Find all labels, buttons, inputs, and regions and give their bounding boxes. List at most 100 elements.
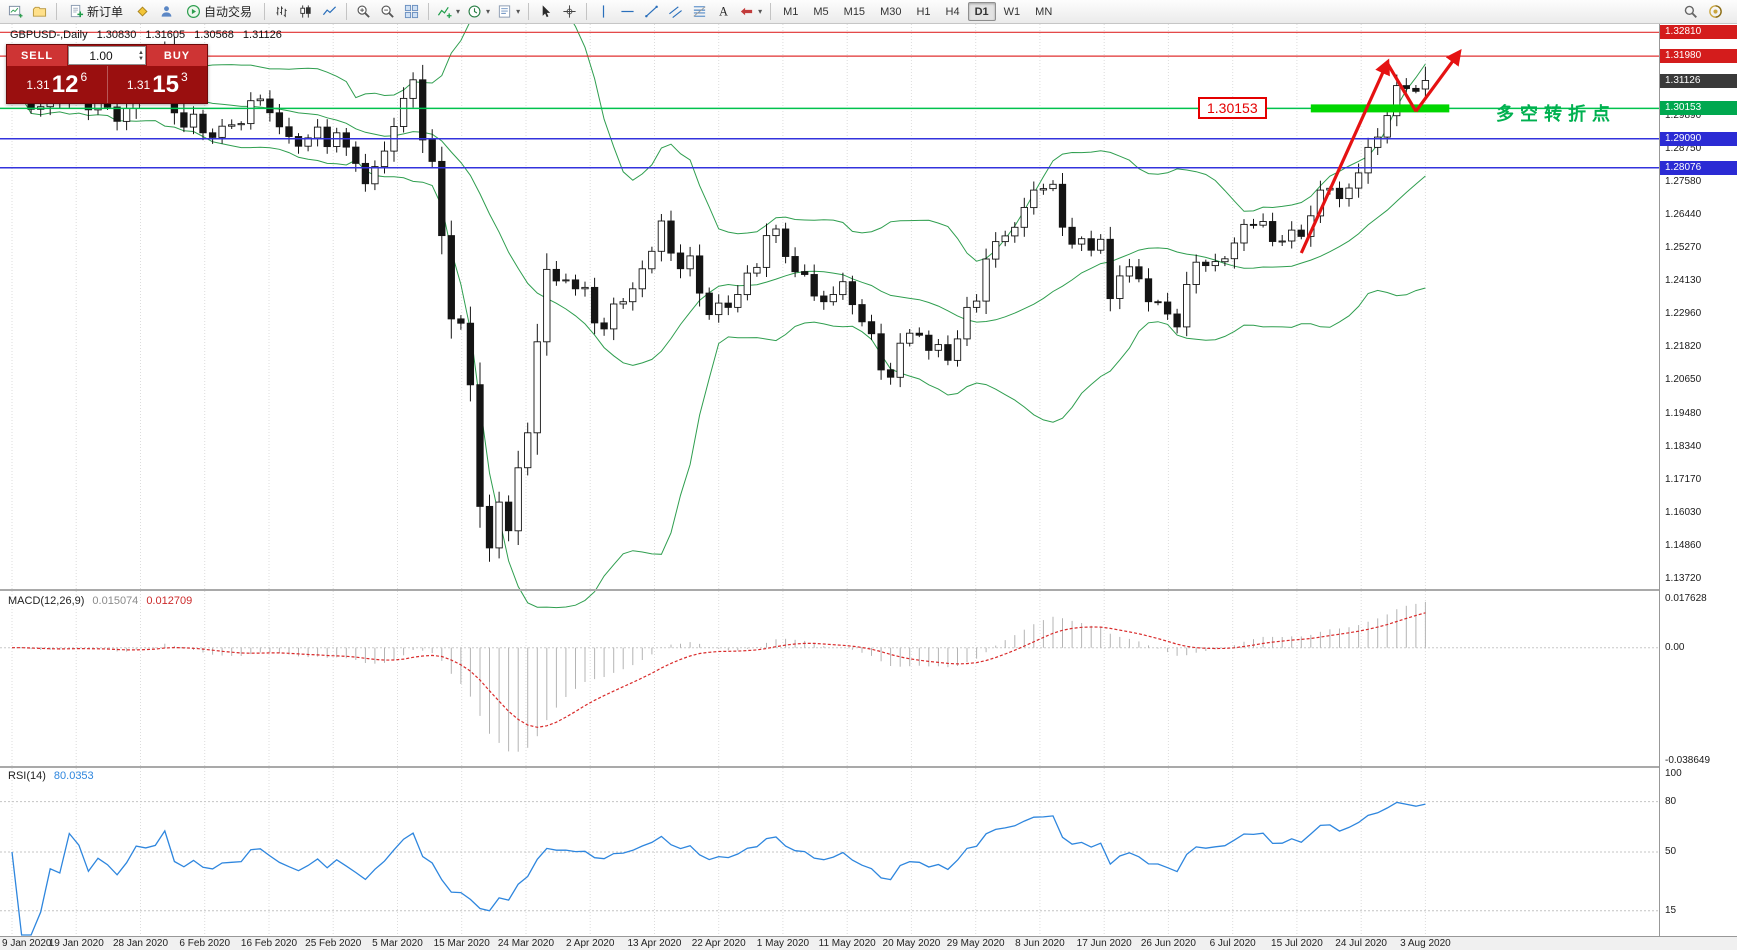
- arrows-icon: [740, 7, 753, 16]
- price-axis-tick: 1.22960: [1665, 308, 1702, 320]
- toolbar-templates[interactable]: ▾: [494, 1, 523, 22]
- toolbar-metaeditor[interactable]: [131, 1, 154, 22]
- toolbar-new-order[interactable]: 新订单: [62, 1, 130, 22]
- chevron-down-icon[interactable]: ▾: [456, 7, 461, 16]
- toolbar-arrows-tool[interactable]: ▾: [736, 1, 765, 22]
- buy-price-pips: 15: [152, 70, 179, 98]
- toolbar-periods[interactable]: ▾: [464, 1, 493, 22]
- support-zone-bar[interactable]: [1310, 104, 1450, 113]
- toolbar-text-label[interactable]: A: [712, 1, 735, 22]
- macd-indicator-label: MACD(12,26,9) 0.015074 0.012709: [8, 595, 192, 607]
- vline-icon: [602, 5, 605, 18]
- date-label: 25 Feb 2020: [305, 938, 362, 949]
- date-label: 2 Apr 2020: [566, 938, 615, 949]
- chevron-down-icon[interactable]: ▾: [486, 7, 491, 16]
- buy-price-whole: 1.31: [126, 77, 151, 92]
- price-axis-tick: 1.13720: [1665, 572, 1702, 584]
- price-axis-tick: 1.20650: [1665, 374, 1702, 386]
- panel-splitter-macd[interactable]: [0, 589, 1737, 591]
- buy-button[interactable]: BUY: [147, 45, 207, 66]
- macd-axis-tick: 0.017628: [1665, 593, 1707, 604]
- toolbar-autotrading[interactable]: 自动交易: [179, 1, 259, 22]
- price-axis-tick: 1.21820: [1665, 340, 1702, 352]
- toolbar-crosshair[interactable]: [558, 1, 581, 22]
- toolbar-separator: [528, 3, 530, 20]
- chart-info-line: GBPUSD-,Daily 1.30830 1.31605 1.30568 1.…: [10, 29, 282, 41]
- date-label: 8 Jun 2020: [1015, 938, 1065, 949]
- text-icon: A: [719, 5, 728, 19]
- spinner-down-icon[interactable]: ▼: [138, 55, 144, 62]
- trend-arrows[interactable]: [1299, 49, 1462, 254]
- chevron-down-icon[interactable]: ▾: [758, 7, 763, 16]
- toolbar-fibonacci[interactable]: [688, 1, 711, 22]
- candles-icon: [300, 5, 311, 18]
- rsi-axis-tick: 100: [1665, 768, 1682, 779]
- chevron-down-icon[interactable]: ▾: [516, 7, 521, 16]
- symbol-period-label: GBPUSD-,Daily: [10, 29, 88, 41]
- chart-workspace[interactable]: GBPUSD-,Daily 1.30830 1.31605 1.30568 1.…: [0, 24, 1737, 950]
- toolbar-zoom-out[interactable]: [376, 1, 399, 22]
- toolbar-horizontal-line[interactable]: [616, 1, 639, 22]
- indicators-icon: [437, 6, 452, 19]
- time-axis[interactable]: 9 Jan 2020 19 Jan 2020 28 Jan 2020 6 Feb 20…: [0, 936, 1737, 950]
- date-label: 24 Jul 2020: [1335, 938, 1387, 949]
- price-axis-tag: 1.32810: [1660, 25, 1737, 40]
- hline-icon: [621, 10, 634, 13]
- cursor-icon: [542, 5, 551, 18]
- timeframe-m1[interactable]: M1: [783, 5, 799, 18]
- svg-text:A: A: [719, 5, 728, 19]
- toolbar-cursor[interactable]: [534, 1, 557, 22]
- toolbar-separator: [428, 3, 430, 20]
- timeframe-m30[interactable]: M30: [880, 5, 902, 18]
- toolbar-strategy-tester[interactable]: [155, 1, 178, 22]
- date-label: 15 Jul 2020: [1271, 938, 1323, 949]
- price-axis-tick: 1.17170: [1665, 474, 1702, 486]
- date-label: 29 May 2020: [946, 938, 1005, 949]
- toolbar-bar-chart-mode[interactable]: [270, 1, 293, 22]
- annotation-note-text[interactable]: 多空转折点: [1496, 104, 1616, 124]
- zoom-out-icon: [381, 5, 394, 18]
- toolbar-separator: [770, 3, 772, 20]
- timeframe-m5[interactable]: M5: [813, 5, 829, 18]
- candles: [8, 36, 1430, 562]
- price-level-label[interactable]: 1.30153: [1198, 97, 1267, 119]
- toolbar-line-chart-mode[interactable]: [318, 1, 341, 22]
- spinner-up-icon[interactable]: ▲: [138, 49, 144, 56]
- price-axis[interactable]: 1.29890 1.28750 1.27580 1.26440 1.25270 1.241…: [1659, 24, 1737, 936]
- toolbar-zoom-in[interactable]: [352, 1, 375, 22]
- sell-button[interactable]: SELL: [7, 45, 67, 66]
- toolbar-tile-windows[interactable]: [400, 1, 423, 22]
- timeframe-w1[interactable]: W1: [1003, 5, 1021, 18]
- date-label: 3 Aug 2020: [1400, 938, 1451, 949]
- toolbar-search[interactable]: [1679, 1, 1702, 22]
- date-label: 6 Jul 2020: [1209, 938, 1256, 949]
- toolbar-indicators[interactable]: ▾: [434, 1, 463, 22]
- sell-price-button[interactable]: 1.31 12 6: [7, 66, 107, 103]
- panel-splitter-rsi[interactable]: [0, 766, 1737, 768]
- buy-price-button[interactable]: 1.31 15 3: [106, 66, 208, 103]
- volume-spinner[interactable]: ▲ ▼: [138, 47, 144, 64]
- timeframe-d1[interactable]: D1: [967, 2, 996, 21]
- timeframe-mn[interactable]: MN: [1035, 5, 1053, 18]
- toolbar-right-group: [1679, 1, 1733, 22]
- volume-input[interactable]: 1.00 ▲ ▼: [68, 46, 146, 65]
- crosshair-icon: [563, 5, 576, 18]
- profiles-icon: [32, 6, 47, 17]
- toolbar-trendline[interactable]: [640, 1, 663, 22]
- timeframe-h4[interactable]: H4: [945, 5, 960, 18]
- toolbar-new-chart[interactable]: [4, 1, 27, 22]
- timeframe-m15[interactable]: M15: [843, 5, 866, 18]
- macd-main-value: 0.015074: [92, 595, 139, 607]
- toolbar-candlestick-mode[interactable]: [294, 1, 317, 22]
- timeframe-h1[interactable]: H1: [916, 5, 931, 18]
- toolbar-equidistant-channel[interactable]: [664, 1, 687, 22]
- price-axis-tag: 1.31126: [1660, 73, 1737, 88]
- macd-axis-tick: 0.00: [1665, 641, 1685, 653]
- toolbar-community[interactable]: [1704, 1, 1727, 22]
- date-label: 9 Jan 2020: [2, 938, 52, 949]
- chart-canvas[interactable]: [0, 24, 1659, 936]
- toolbar-chart-profiles[interactable]: [28, 1, 51, 22]
- macd-axis-tick: -0.038649: [1665, 755, 1711, 766]
- toolbar-vertical-line[interactable]: [592, 1, 615, 22]
- date-label: 26 Jun 2020: [1140, 938, 1196, 949]
